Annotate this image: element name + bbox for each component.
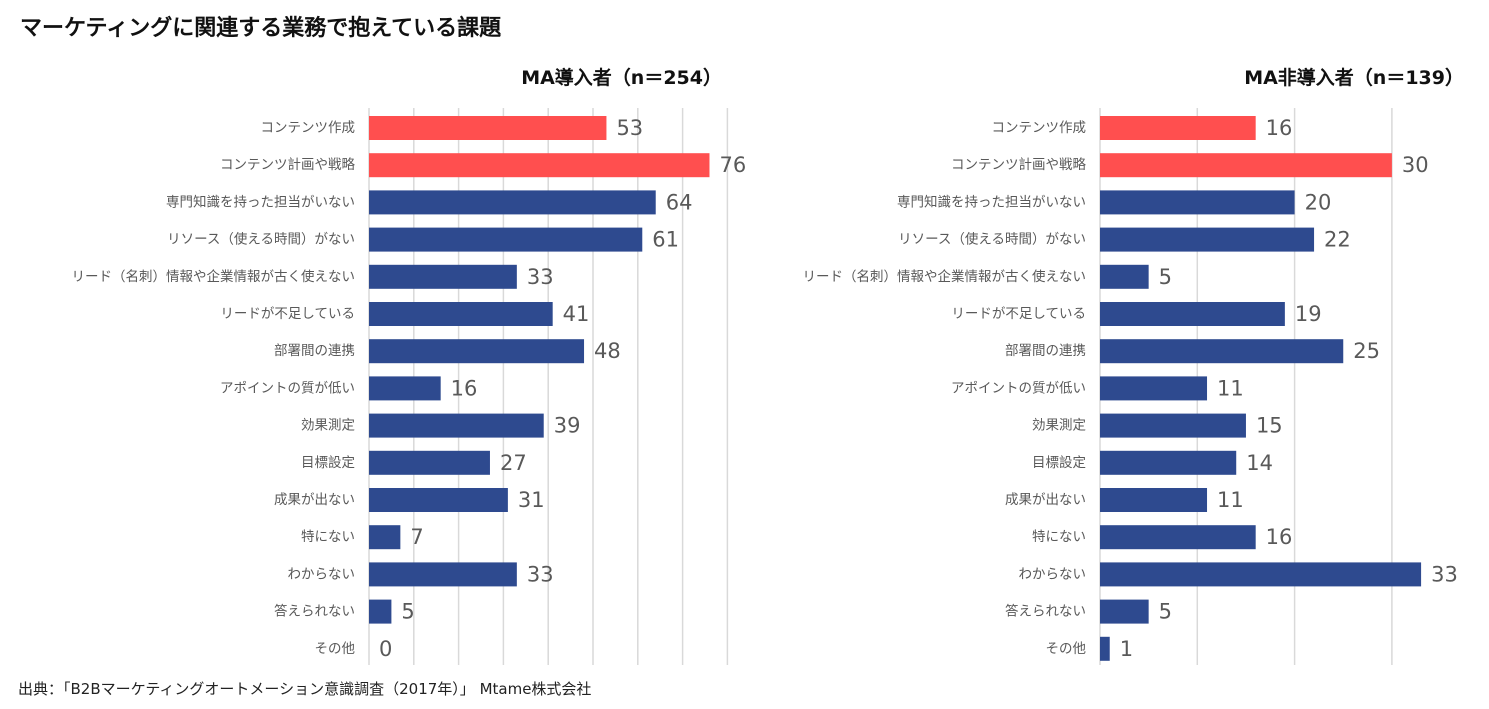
bar	[1100, 413, 1246, 438]
data-label: 33	[527, 265, 554, 289]
category-label: リソース（使える時間）がない	[898, 231, 1086, 248]
data-label: 7	[410, 525, 423, 549]
category-label: 目標設定	[301, 455, 355, 471]
bar	[1100, 227, 1315, 252]
data-label: 16	[451, 376, 478, 400]
category-label: アポイントの質が低い	[951, 380, 1086, 396]
bar	[369, 450, 490, 475]
page-title: マーケティングに関連する業務で抱えている課題	[20, 16, 502, 41]
bar	[1100, 599, 1149, 624]
bar	[1100, 450, 1237, 475]
category-label: 成果が出ない	[274, 492, 355, 508]
data-label: 20	[1305, 190, 1332, 214]
category-label: 答えられない	[1005, 603, 1086, 620]
category-label: 特にない	[1032, 529, 1086, 545]
data-label: 14	[1246, 451, 1273, 475]
data-label: 0	[379, 637, 392, 661]
category-label: リードが不足している	[951, 306, 1086, 322]
chart-title: MA非導入者（n＝139）	[1244, 66, 1464, 89]
data-label: 39	[554, 414, 581, 438]
data-label: 27	[500, 451, 527, 475]
category-label: 部署間の連携	[274, 343, 355, 359]
data-label: 33	[527, 562, 554, 586]
data-label: 31	[518, 488, 545, 512]
bar	[369, 599, 392, 624]
data-label: 5	[1159, 600, 1172, 624]
category-label: その他	[315, 641, 356, 657]
category-label: 部署間の連携	[1005, 343, 1086, 359]
bar	[369, 116, 607, 140]
category-label: 効果測定	[1032, 418, 1086, 434]
category-label: 効果測定	[301, 418, 355, 434]
data-label: 5	[1159, 265, 1172, 289]
category-label: その他	[1046, 641, 1087, 657]
data-label: 1	[1120, 637, 1133, 661]
bar	[369, 376, 441, 401]
chart-non-ma-users: MA非導入者（n＝139） コンテンツ作成 16 コンテンツ計画や戦略 30 専門知識を持…	[803, 66, 1464, 665]
bar	[1100, 302, 1285, 326]
bar	[1100, 376, 1208, 401]
data-label: 76	[719, 153, 746, 177]
bar	[369, 413, 544, 438]
category-label: リードが不足している	[220, 306, 355, 322]
data-label: 48	[594, 339, 621, 363]
category-label: わからない	[1019, 566, 1087, 582]
bar	[1100, 339, 1344, 364]
data-label: 11	[1217, 376, 1244, 400]
bar	[1100, 116, 1256, 140]
category-label: 特にない	[301, 529, 355, 545]
bar	[369, 153, 710, 178]
category-label: 目標設定	[1032, 455, 1086, 471]
category-label: コンテンツ計画や戦略	[951, 157, 1086, 173]
category-label: 専門知識を持った担当がいない	[897, 193, 1086, 210]
chart-title: MA導入者（n＝254）	[521, 66, 722, 89]
data-label: 30	[1402, 153, 1429, 177]
data-label: 15	[1256, 414, 1283, 438]
bar	[1100, 636, 1110, 661]
category-label: リード（名刺）情報や企業情報が古く使えない	[803, 268, 1087, 285]
category-label: 専門知識を持った担当がいない	[166, 193, 355, 210]
data-label: 53	[616, 116, 643, 140]
category-label: コンテンツ計画や戦略	[220, 157, 355, 173]
category-label: リソース（使える時間）がない	[167, 231, 355, 248]
bar	[369, 302, 553, 326]
bar	[369, 562, 517, 587]
bar	[1100, 153, 1392, 178]
data-label: 25	[1353, 339, 1380, 363]
chart-ma-users: MA導入者（n＝254） コンテンツ作成 53 コンテンツ計画や戦略 76 専門知識を持っ…	[72, 66, 746, 665]
bar	[1100, 264, 1149, 289]
bar	[369, 190, 656, 215]
data-label: 64	[666, 190, 693, 214]
data-label: 41	[563, 302, 590, 326]
data-label: 16	[1266, 116, 1293, 140]
category-label: アポイントの質が低い	[220, 380, 355, 396]
bar	[1100, 525, 1256, 550]
source-note: 出典：「B2Bマーケティングオートメーション意識調査（2017年）」 Mtame…	[18, 680, 592, 698]
category-label: コンテンツ作成	[992, 120, 1087, 136]
bar	[369, 264, 517, 289]
category-label: リード（名刺）情報や企業情報が古く使えない	[72, 268, 356, 285]
data-label: 11	[1217, 488, 1244, 512]
bar	[1100, 488, 1208, 512]
bar	[369, 488, 508, 512]
category-label: 答えられない	[274, 603, 355, 620]
data-label: 5	[401, 600, 414, 624]
data-label: 22	[1324, 228, 1351, 252]
data-label: 19	[1295, 302, 1322, 326]
bar	[369, 525, 401, 550]
category-label: わからない	[288, 566, 356, 582]
data-label: 61	[652, 228, 679, 252]
bar	[1100, 190, 1295, 215]
bar	[1100, 562, 1422, 587]
bar	[369, 227, 643, 252]
category-label: コンテンツ作成	[261, 120, 356, 136]
data-label: 16	[1266, 525, 1293, 549]
category-label: 成果が出ない	[1005, 492, 1086, 508]
data-label: 33	[1431, 562, 1458, 586]
bar	[369, 339, 585, 364]
